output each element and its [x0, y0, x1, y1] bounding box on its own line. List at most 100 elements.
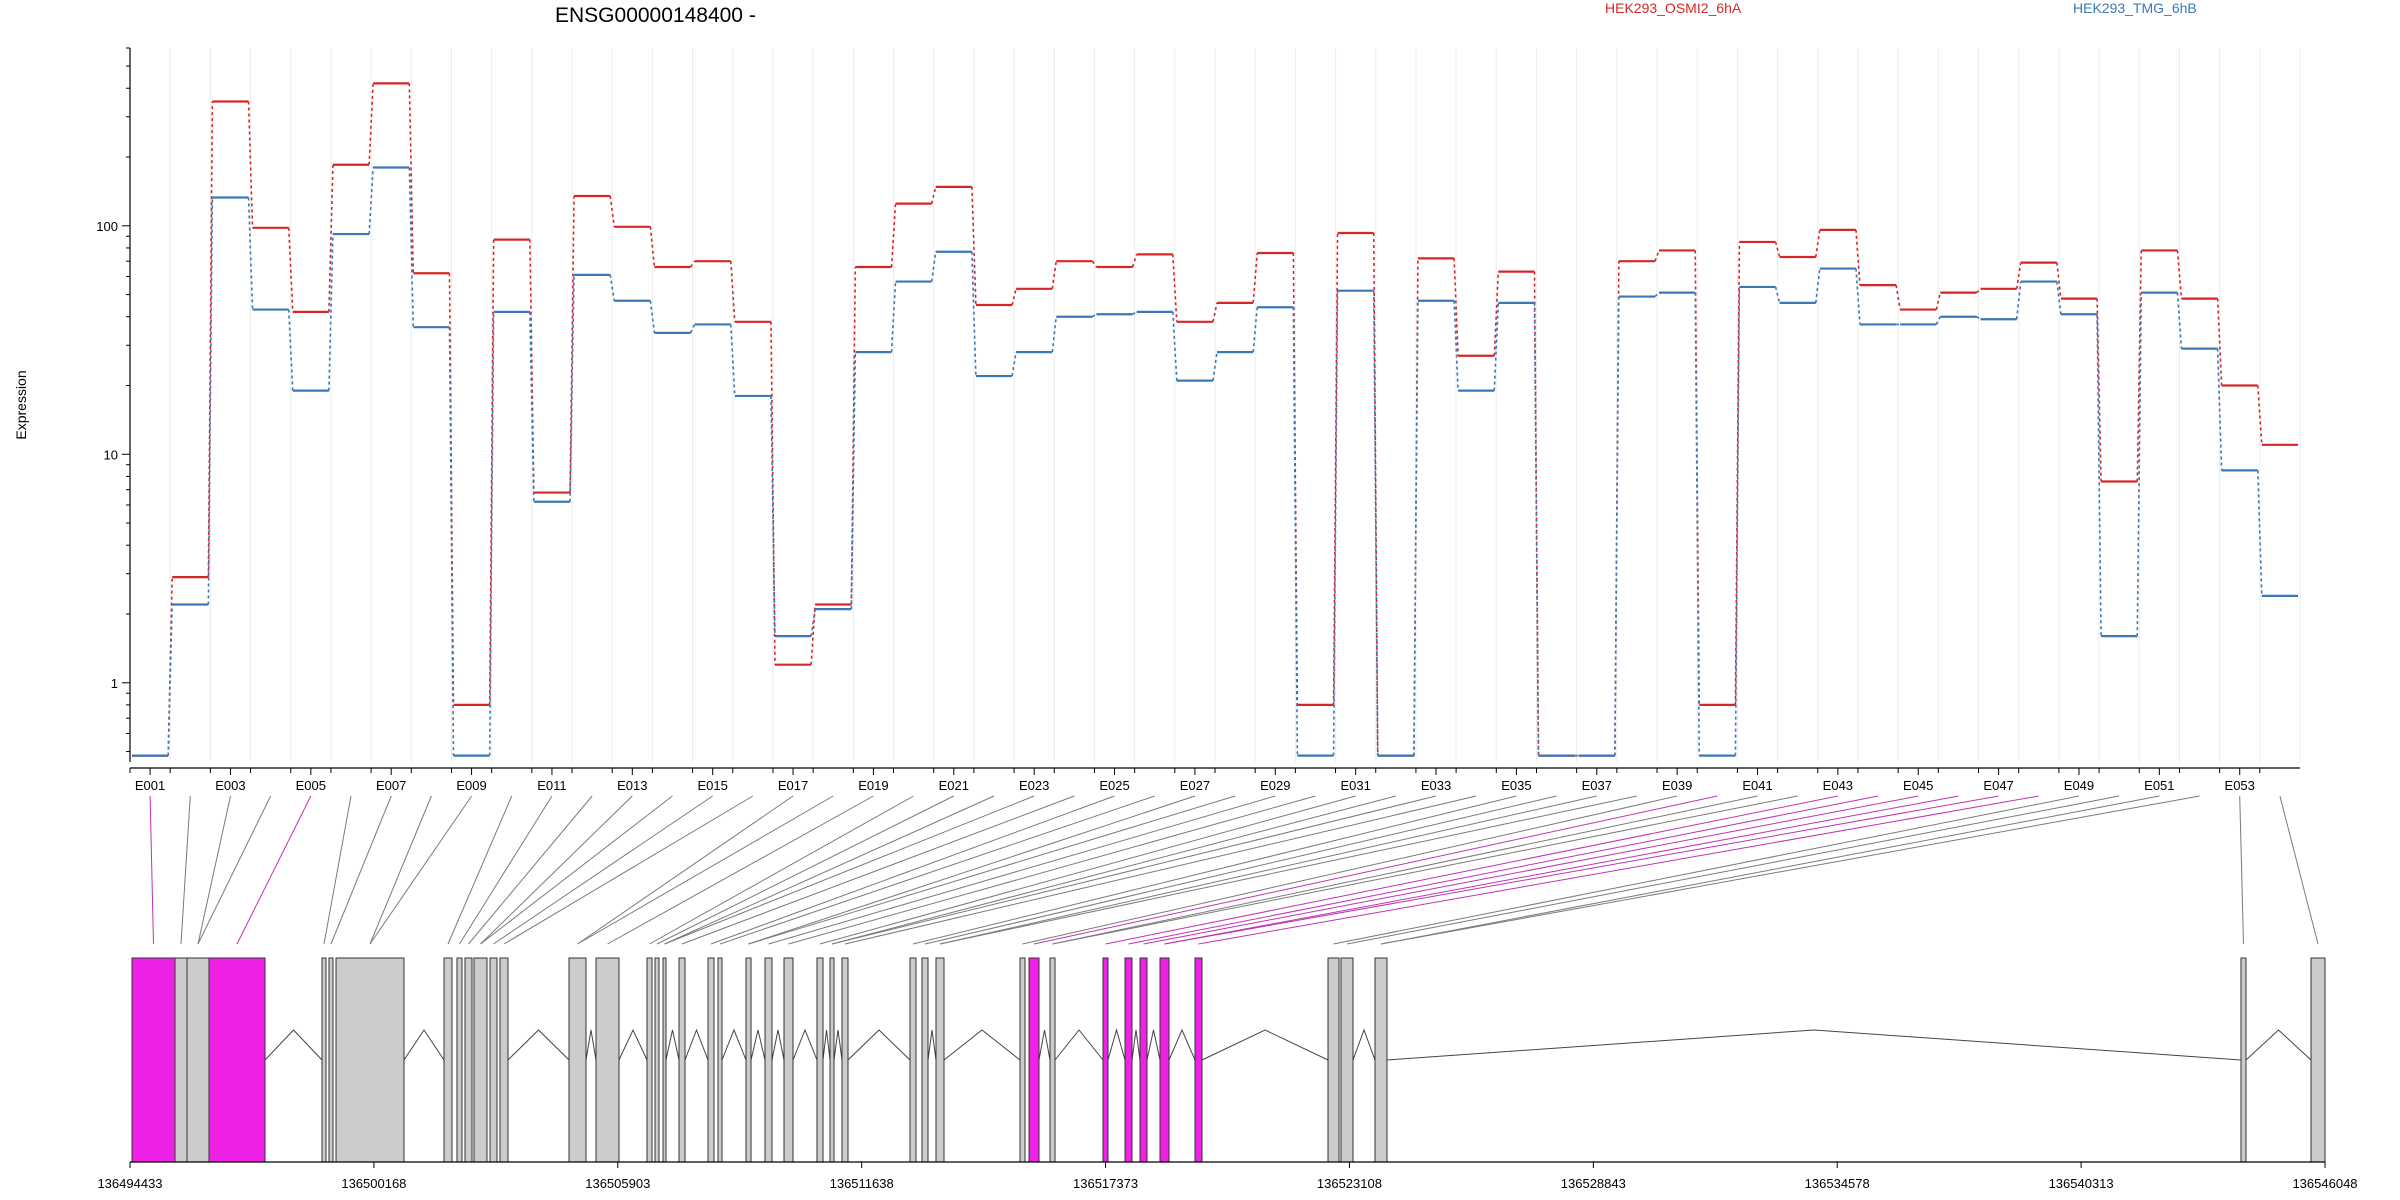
intron-line	[507, 1029, 570, 1061]
exon-connector-line	[493, 795, 713, 945]
intron-line	[618, 1028, 648, 1061]
series-step	[1051, 261, 1058, 289]
series-step	[1252, 252, 1258, 303]
series-step	[810, 609, 816, 637]
exon-axis: E001 E003 E005 E007 E009 E011 E013 E015 E017 E019…	[129, 767, 2300, 793]
exon-connector-line	[924, 795, 1557, 945]
exon-connector-line	[1380, 795, 2200, 945]
series-step	[287, 227, 294, 312]
exon-connector-line	[748, 795, 1236, 945]
intron-line	[665, 1029, 680, 1061]
intron-line	[684, 1028, 709, 1061]
exon-box	[829, 957, 835, 1163]
series-step	[2216, 298, 2223, 386]
highlighted-exon-box	[1124, 957, 1133, 1163]
intron-line	[927, 1029, 937, 1061]
series-step	[649, 226, 656, 268]
series-step	[1131, 254, 1138, 268]
series-step	[1453, 258, 1459, 356]
intron-line	[1168, 1028, 1196, 1061]
intron-line	[264, 1029, 323, 1061]
series-step	[971, 251, 977, 377]
exon-tick-label: E001	[135, 778, 165, 793]
series-step	[689, 324, 696, 334]
series-step	[1774, 241, 1781, 258]
exon-connector-line	[831, 795, 1437, 945]
exon-connector-line	[1380, 795, 2160, 945]
exon-tick-label: E017	[778, 778, 808, 793]
exon-connector-line	[323, 795, 352, 945]
series-step	[2015, 262, 2022, 289]
exon-connector-line	[788, 795, 1316, 945]
series-step	[247, 197, 254, 310]
exon-tick-label: E015	[697, 778, 727, 793]
grid-lines	[129, 48, 2301, 762]
series-step	[2257, 470, 2263, 596]
intron-line	[2245, 1029, 2312, 1061]
series-step	[1734, 241, 1741, 705]
exon-connector-line	[480, 795, 633, 945]
exon-box	[186, 957, 210, 1163]
exon-connector-line	[1164, 795, 1999, 945]
exon-tick-label: E025	[1099, 778, 1129, 793]
series-step	[1252, 307, 1258, 353]
intron-line	[750, 1029, 766, 1061]
exon-box	[764, 957, 773, 1163]
exon-connector-line	[2279, 795, 2319, 945]
exon-connector-line	[664, 795, 995, 945]
series-step	[1132, 311, 1138, 315]
series-step	[1976, 316, 1981, 320]
series-step	[328, 164, 334, 312]
legend-series-1: HEK293_OSMI2_6hA	[1605, 0, 1742, 16]
series-step	[1975, 288, 1982, 294]
intron-line	[721, 1028, 747, 1061]
genomic-tick-label: 136528843	[1561, 1176, 1626, 1191]
exon-box	[321, 957, 327, 1163]
exon-tick-label: E021	[939, 778, 969, 793]
series-step	[2257, 385, 2263, 445]
exon-connector-line	[447, 795, 513, 945]
series-step	[207, 197, 214, 605]
series-step	[328, 234, 334, 391]
series-step	[2056, 262, 2062, 299]
exon-tick-label: E009	[456, 778, 486, 793]
series-step	[2216, 348, 2223, 471]
highlighted-exon-box	[1028, 957, 1040, 1163]
intron-line	[822, 1029, 831, 1061]
exon-box	[1019, 957, 1026, 1163]
exon-connector-line	[1105, 795, 1838, 945]
series-step	[1453, 300, 1459, 391]
series-step	[408, 83, 415, 274]
exon-tick-label: E003	[215, 778, 245, 793]
intron-line	[1352, 1028, 1376, 1061]
exon-box	[717, 957, 723, 1163]
series-step	[1091, 260, 1098, 268]
exon-connector-line	[1333, 795, 2080, 945]
exon-box	[1327, 957, 1340, 1163]
exon-connector-line	[197, 795, 272, 945]
exon-connector-line	[1198, 795, 2039, 945]
exon-connector-line	[149, 795, 154, 945]
series-step	[1774, 286, 1781, 304]
exon-connector-line	[468, 795, 593, 945]
exon-box	[745, 957, 752, 1163]
exon-connector-line	[1143, 795, 1919, 945]
exon-box	[841, 957, 849, 1163]
series-step	[850, 352, 857, 610]
exon-box	[1049, 957, 1056, 1163]
series-step	[1332, 232, 1339, 705]
exon-connector-line	[939, 795, 1638, 945]
exon-box	[935, 957, 945, 1163]
series-layer	[132, 82, 2298, 757]
exon-connector-line	[939, 795, 1597, 945]
series-step	[2136, 250, 2143, 482]
genomic-tick-label: 136546048	[2292, 1176, 2357, 1191]
exon-tick-label: E033	[1421, 778, 1451, 793]
genomic-tick-label: 136523108	[1317, 1176, 1382, 1191]
exon-box	[707, 957, 715, 1163]
series-step	[609, 195, 616, 227]
series-step	[1011, 288, 1017, 306]
exon-box	[464, 957, 473, 1163]
exon-connector-line	[819, 795, 1356, 945]
